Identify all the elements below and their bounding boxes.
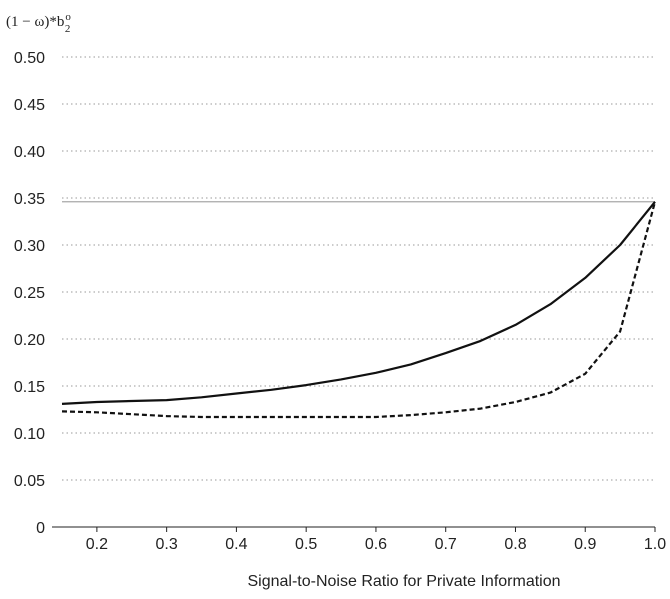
series-lines <box>61 201 657 419</box>
y-tick-label: 0.20 <box>14 332 45 349</box>
x-tick-label: 0.8 <box>504 536 526 553</box>
y-tick-label: 0.40 <box>14 144 45 161</box>
y-tick-label: 0.25 <box>14 285 45 302</box>
x-tick-labels: 0.2 0.3 0.4 0.5 0.6 0.7 0.8 0.9 1.0 <box>86 536 666 553</box>
y-tick-label: 0.15 <box>14 379 45 396</box>
y-tick-label: 0.50 <box>14 50 45 67</box>
y-title-sub: 2 <box>65 23 71 35</box>
y-title-sup: o <box>65 11 71 23</box>
series-dashed-line <box>61 201 657 419</box>
y-tick-label: 0.05 <box>14 473 45 490</box>
y-title-main: (1 − ω)*b <box>6 14 64 30</box>
y-tick-label: 0.10 <box>14 426 45 443</box>
x-axis-title: Signal-to-Noise Ratio for Private Inform… <box>247 573 560 590</box>
x-tick-label: 0.3 <box>156 536 178 553</box>
series-solid-line <box>61 201 656 405</box>
axes <box>52 526 656 532</box>
x-tick-label: 0.6 <box>365 536 387 553</box>
y-tick-label: 0.45 <box>14 97 45 114</box>
x-tick-label: 1.0 <box>644 536 666 553</box>
y-tick-label: 0 <box>36 520 45 537</box>
y-tick-label: 0.30 <box>14 238 45 255</box>
x-tick-label: 0.9 <box>574 536 596 553</box>
y-axis-title: (1 − ω)*bo 2 <box>6 11 71 35</box>
y-tick-labels: 0 0.05 0.10 0.15 0.20 0.25 0.30 0.35 0.40 0.45 0.5… <box>14 50 45 537</box>
y-tick-label: 0.35 <box>14 191 45 208</box>
x-tick-label: 0.5 <box>295 536 317 553</box>
x-tick-label: 0.7 <box>435 536 457 553</box>
x-tick-label: 0.2 <box>86 536 108 553</box>
x-tick-label: 0.4 <box>225 536 247 553</box>
